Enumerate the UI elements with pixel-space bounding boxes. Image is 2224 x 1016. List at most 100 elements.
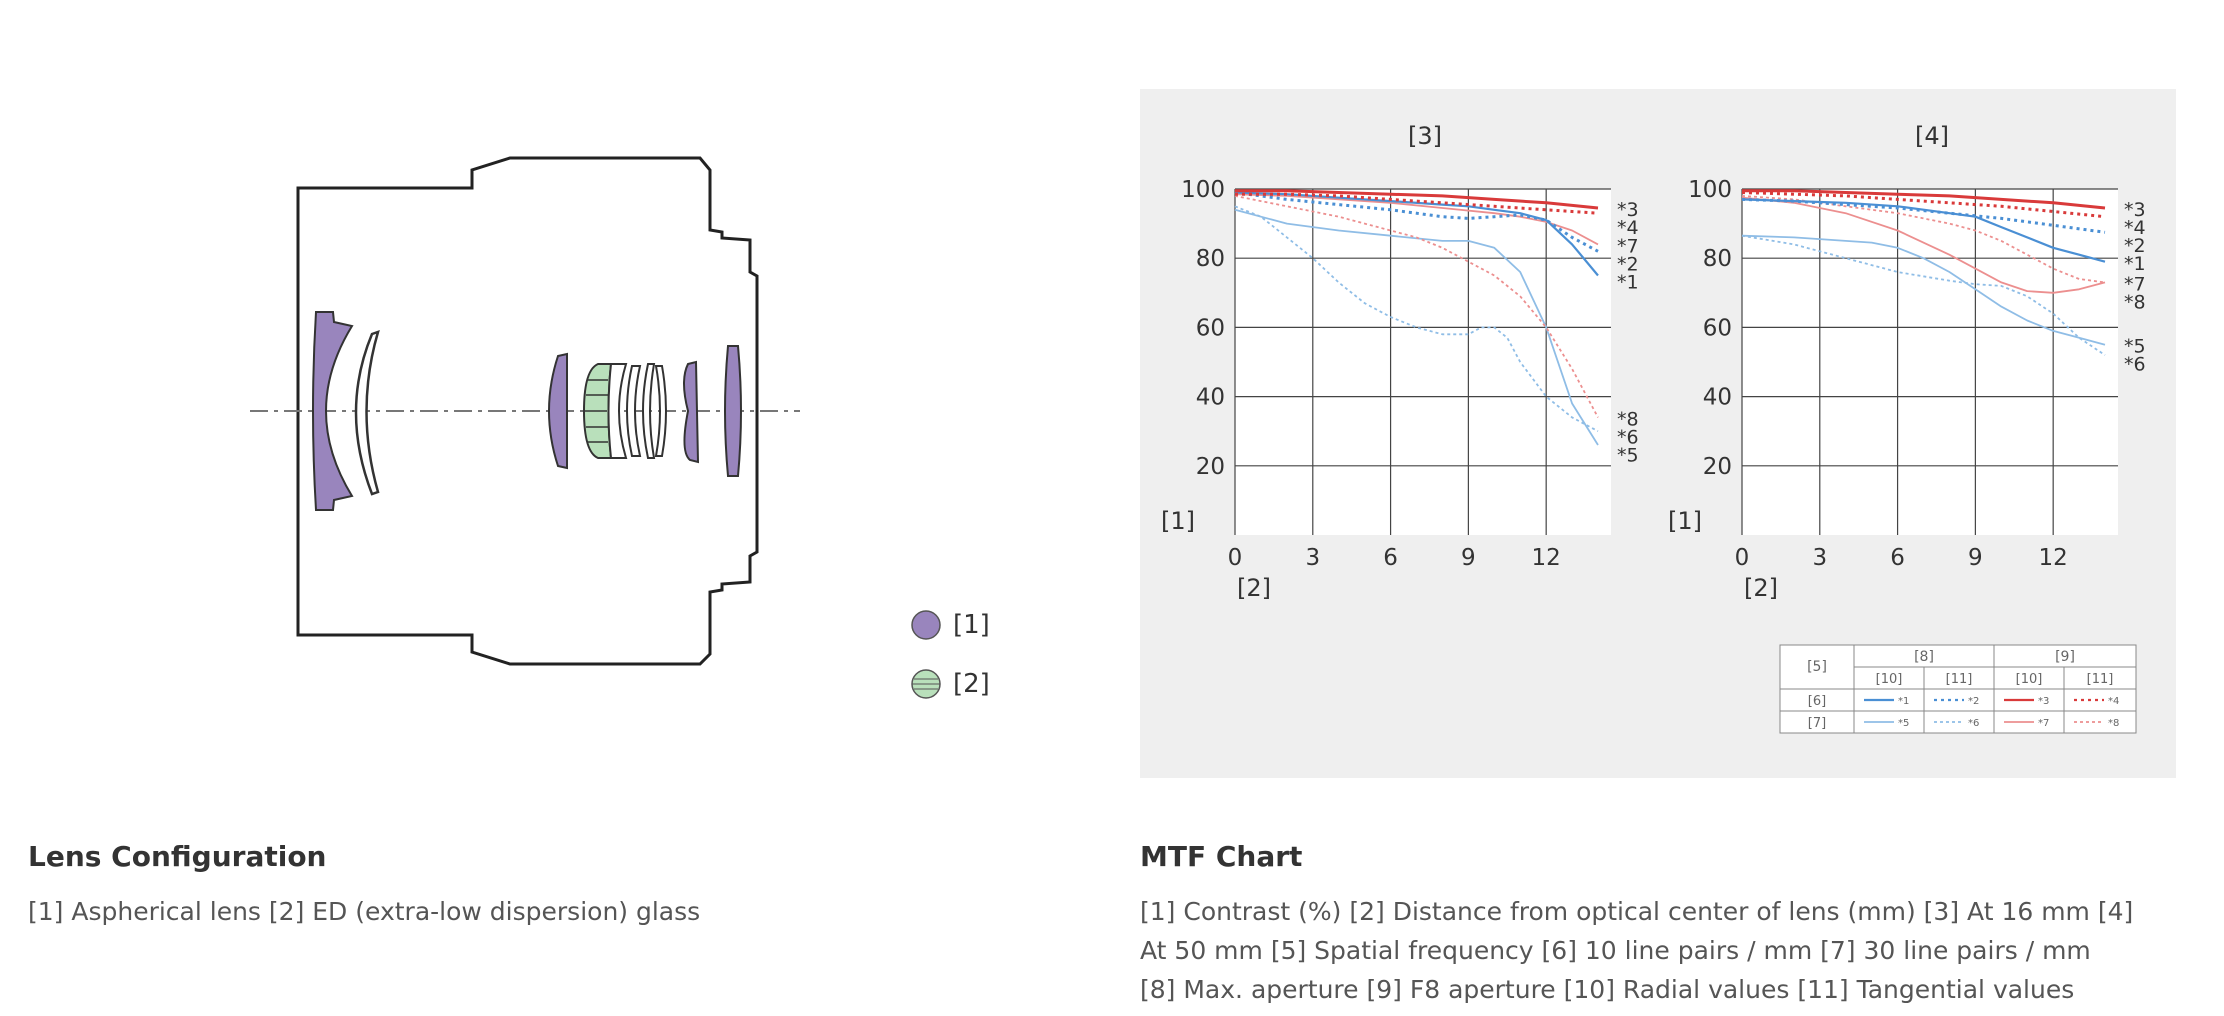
- legend-sample-label: *1: [1898, 696, 1909, 707]
- lens-element-clear-2: [626, 365, 642, 457]
- series-line-star1: [1741, 198, 2106, 263]
- y-tick-label: 40: [1703, 385, 1732, 411]
- legend-table-sub-header: [10]: [2016, 672, 2043, 687]
- y-axis-label: [1]: [1161, 507, 1195, 535]
- aspherical-element-front: [312, 311, 354, 511]
- series-end-label: *8: [1617, 408, 1639, 430]
- y-tick-label: 100: [1181, 177, 1225, 203]
- x-tick-label: 9: [1461, 545, 1476, 571]
- y-tick-label: 60: [1196, 315, 1225, 341]
- mtf-chart-title: MTF Chart: [1140, 840, 1303, 873]
- legend-sample-label: *4: [2108, 696, 2119, 707]
- legend-sample-label: *8: [2108, 718, 2119, 729]
- y-tick-label: 60: [1703, 315, 1732, 341]
- x-tick-label: 3: [1812, 545, 1827, 571]
- series-end-label: *4: [1617, 217, 1639, 239]
- series-line-star3: [1742, 189, 2106, 210]
- series-end-label: *5: [1617, 444, 1639, 466]
- series-end-label: *7: [1617, 235, 1639, 257]
- mtf-legend-table: [5] [8] [9] [10] [11] [10] [11] [6] *1 *2 *3 *4 [7] *…: [1779, 644, 2137, 734]
- series-line-star2: [1741, 197, 2106, 234]
- series-line-star5: [1741, 234, 2106, 346]
- y-tick-label: 20: [1703, 454, 1732, 480]
- ed-glass-hatching: [585, 379, 608, 443]
- mtf-chart-panel: 20 40 60 80 100 0 3 6 9 12 [3] [1] [2] *3 *4 *7 *2 *1 *8 *6…: [1140, 89, 2176, 778]
- y-tick-label: 80: [1196, 246, 1225, 272]
- lens-cross-section-diagram: [250, 156, 800, 666]
- x-tick-label: 0: [1735, 545, 1750, 571]
- lens-configuration-title: Lens Configuration: [28, 840, 327, 873]
- x-tick-label: 3: [1305, 545, 1320, 571]
- plot-area: [1742, 189, 2118, 535]
- y-tick-label: 80: [1703, 246, 1732, 272]
- legend-table-corner: [5]: [1807, 659, 1827, 675]
- x-tick-label: 6: [1890, 545, 1905, 571]
- lens-element-clear-4: [654, 365, 667, 457]
- x-axis-label: [2]: [1744, 574, 1778, 602]
- legend-sample-label: *7: [2038, 718, 2049, 729]
- y-axis-label: [1]: [1668, 507, 1702, 535]
- series-end-label: *3: [1617, 199, 1639, 221]
- aspherical-lens-icon: [911, 610, 941, 640]
- legend-label-ed-glass: [2]: [953, 669, 990, 699]
- legend-sample-label: *2: [1968, 696, 1979, 707]
- mtf-caption-line-1: [1] Contrast (%) [2] Distance from optic…: [1140, 897, 2134, 926]
- series-end-label: *3: [2124, 199, 2146, 221]
- legend-table-group-header: [8]: [1914, 649, 1934, 665]
- legend-sample-label: *3: [2038, 696, 2049, 707]
- lens-element-meniscus: [354, 330, 380, 496]
- legend-table-sub-header: [11]: [1946, 672, 1973, 687]
- x-tick-label: 6: [1383, 545, 1398, 571]
- y-tick-label: 100: [1688, 177, 1732, 203]
- series-end-label: *5: [2124, 336, 2146, 358]
- lens-configuration-section: [1] [2]: [0, 0, 1120, 800]
- series-end-label: *4: [2124, 217, 2146, 239]
- series-end-label: *2: [1617, 253, 1639, 275]
- series-end-label: *6: [2124, 354, 2146, 376]
- aspherical-element-rear: [724, 345, 742, 477]
- plot-area: [1235, 189, 1611, 535]
- ed-glass-icon: [911, 669, 941, 699]
- legend-table-sub-header: [11]: [2087, 672, 2114, 687]
- series-line-star6: [1234, 205, 1599, 432]
- legend-table-row-label: [6]: [1808, 694, 1826, 709]
- series-line-star7: [1741, 196, 2106, 294]
- legend-sample-label: *6: [1968, 718, 1979, 729]
- series-end-label: *1: [1617, 271, 1639, 293]
- mtf-caption-line-2: At 50 mm [5] Spatial frequency [6] 10 li…: [1140, 936, 2091, 965]
- series-line-star4: [1741, 191, 2106, 219]
- series-line-star4: [1235, 192, 1599, 215]
- x-axis-label: [2]: [1237, 574, 1271, 602]
- x-tick-label: 12: [2039, 545, 2068, 571]
- series-line-star3: [1235, 189, 1599, 210]
- lens-barrel-outline: [296, 156, 759, 666]
- series-line-star7: [1234, 193, 1599, 246]
- legend-sample-label: *5: [1898, 718, 1909, 729]
- x-tick-label: 9: [1968, 545, 1983, 571]
- aspherical-element-middle: [548, 352, 568, 470]
- series-line-star5: [1234, 208, 1599, 446]
- y-tick-label: 20: [1196, 454, 1225, 480]
- lens-caption-line: [1] Aspherical lens [2] ED (extra-low di…: [28, 897, 701, 926]
- lens-element-clear-3: [642, 363, 656, 459]
- aspherical-element-rear-small: [683, 360, 700, 464]
- x-tick-label: 0: [1228, 545, 1243, 571]
- legend-item-aspherical: [1]: [911, 610, 990, 640]
- legend-table-row-label: [7]: [1808, 716, 1826, 731]
- legend-item-ed-glass: [2]: [911, 669, 990, 699]
- series-end-label: *7: [2124, 273, 2146, 295]
- y-tick-label: 40: [1196, 385, 1225, 411]
- series-end-label: *6: [1617, 426, 1639, 448]
- chart-title: [3]: [1408, 122, 1442, 150]
- mtf-caption-line-3: [8] Max. aperture [9] F8 aperture [10] R…: [1140, 975, 2075, 1004]
- chart-title: [4]: [1915, 122, 1949, 150]
- series-end-label: *8: [2124, 291, 2146, 313]
- legend-label-aspherical: [1]: [953, 610, 990, 640]
- series-line-star2: [1234, 191, 1599, 253]
- series-end-label: *2: [2124, 235, 2146, 257]
- mtf-chart-50mm: 20 40 60 80 100 0 3 6 9 12 [4] [1] [2] *3*4*2*1*7*8 *5…: [1668, 122, 2146, 602]
- lens-element-clear-1: [607, 363, 628, 459]
- lens-configuration-caption: [1] Aspherical lens [2] ED (extra-low di…: [28, 892, 700, 931]
- mtf-chart-caption: [1] Contrast (%) [2] Distance from optic…: [1140, 892, 2133, 1009]
